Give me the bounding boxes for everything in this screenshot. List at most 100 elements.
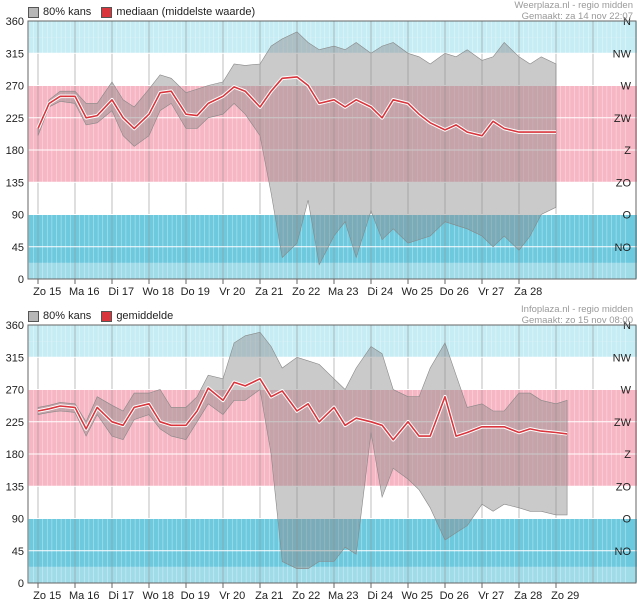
y-tick-label: 360 [6,16,24,28]
y-tick-label: 270 [6,385,24,397]
direction-label: ZO [616,177,632,189]
legend-label-band: 80% kans [43,310,92,322]
x-tick-label: Za 28 [514,590,542,602]
y-tick-label: 0 [18,274,24,286]
x-tick-label: Vr 27 [478,286,504,298]
legend-swatch-line [101,310,113,322]
direction-label: ZW [614,417,632,429]
x-tick-label: Wo 18 [142,590,174,602]
x-tick-label: Di 24 [367,590,393,602]
probability-band-80 [37,331,568,569]
x-tick-label: Za 21 [255,286,283,298]
y-tick-label: 225 [6,417,24,429]
x-tick-label: Do 26 [440,286,469,298]
bg-band-2 [28,182,637,215]
x-tick-label: Ma 16 [69,286,100,298]
direction-label: O [622,210,631,222]
legend-item-line: mediaan (middelste waarde) [101,6,255,18]
y-tick-label: 45 [12,546,24,558]
y-tick-label: 90 [12,210,24,222]
legend-swatch-line [101,6,113,18]
direction-line [37,378,568,441]
legend-top: 80% kans mediaan (middelste waarde) [28,6,255,18]
direction-line [37,76,556,137]
bg-band-6 [28,325,637,342]
legend-item-band: 80% kans [28,6,91,18]
y-tick-label: 90 [12,514,24,526]
x-tick-label: Zo 15 [33,590,61,602]
x-tick-label: Vr 20 [219,286,245,298]
plot-frame [27,20,637,280]
bg-band-5 [28,341,637,358]
direction-label: N [623,320,631,332]
legend-label-line: mediaan (middelste waarde) [116,6,256,18]
direction-label: N [623,16,631,28]
x-tick-label: Ma 16 [69,590,100,602]
direction-label: NW [613,48,632,60]
x-tick-label: Do 19 [181,590,210,602]
y-tick-label: 135 [6,481,24,493]
legend-bottom: 80% kans gemiddelde [28,310,173,322]
bg-band-0 [28,566,637,583]
legend-label-band: 80% kans [43,6,92,18]
x-tick-label: Ma 23 [328,286,359,298]
bg-band-2 [28,486,637,519]
x-tick-label: Zo 22 [292,590,320,602]
direction-label: Z [624,145,631,157]
bg-band-4 [28,53,637,86]
x-tick-label: Za 28 [514,286,542,298]
wind-direction-chart-top: 0 45 90 135 180 225 270 315 360 N NW W ZW Z ZO O NO Zo 15… [0,0,637,300]
x-tick-label: Zo 15 [33,286,61,298]
direction-label: NW [613,352,632,364]
y-tick-label: 0 [18,578,24,590]
y-tick-label: 180 [6,449,24,461]
credit-made: Gemaakt: zo 15 nov 08:00 [521,315,633,326]
legend-label-line: gemiddelde [116,310,174,322]
bg-band-3 [28,389,637,487]
x-tick-label: Di 17 [108,286,134,298]
x-tick-label: Do 26 [440,590,469,602]
legend-swatch-band [28,6,39,18]
bg-band-4 [28,357,637,390]
bg-band-6 [28,21,637,38]
direction-label: ZO [616,481,632,493]
direction-label: O [622,514,631,526]
x-tick-label: Za 21 [255,590,283,602]
x-tick-label: Wo 18 [142,286,174,298]
x-tick-label: Ma 23 [328,590,359,602]
x-tick-label: Vr 27 [478,590,504,602]
x-tick-label: Wo 25 [401,286,433,298]
credit-bottom: Infoplaza.nl - regio midden Gemaakt: zo … [521,304,633,326]
y-tick-label: 360 [6,320,24,332]
x-tick-label: Zo 22 [292,286,320,298]
credit-source: Infoplaza.nl - regio midden [521,304,633,315]
wind-direction-chart-bottom: 0 45 90 135 180 225 270 315 360 N NW W ZW Z ZO O NO Zo 15… [0,304,637,604]
x-tick-label: Zo 29 [551,590,579,602]
x-tick-label: Wo 25 [401,590,433,602]
legend-item-line: gemiddelde [101,310,173,322]
x-tick-label: Do 19 [181,286,210,298]
direction-label: W [621,81,632,93]
direction-label: Z [624,449,631,461]
y-tick-label: 45 [12,242,24,254]
y-tick-label: 225 [6,113,24,125]
chart-svg-top: 0 45 90 135 180 225 270 315 360 N NW W ZW Z ZO O NO Zo 15… [6,16,637,298]
legend-swatch-band [28,310,39,322]
direction-label: ZW [614,113,632,125]
legend-item-band: 80% kans [28,310,91,322]
bg-band-1 [28,518,637,567]
y-tick-label: 315 [6,48,24,60]
y-tick-label: 135 [6,177,24,189]
y-tick-label: 270 [6,81,24,93]
direction-label: NO [615,242,632,254]
plot-frame [27,324,637,584]
y-tick-label: 180 [6,145,24,157]
x-tick-label: Vr 20 [219,590,245,602]
bg-band-5 [28,37,637,54]
credit-made: Gemaakt: za 14 nov 22:07 [521,11,633,22]
bg-band-0 [28,262,637,279]
direction-label: NO [615,546,632,558]
credit-top: Weerplaza.nl - regio midden Gemaakt: za … [514,0,633,22]
x-tick-label: Di 17 [108,590,134,602]
direction-label: W [621,385,632,397]
